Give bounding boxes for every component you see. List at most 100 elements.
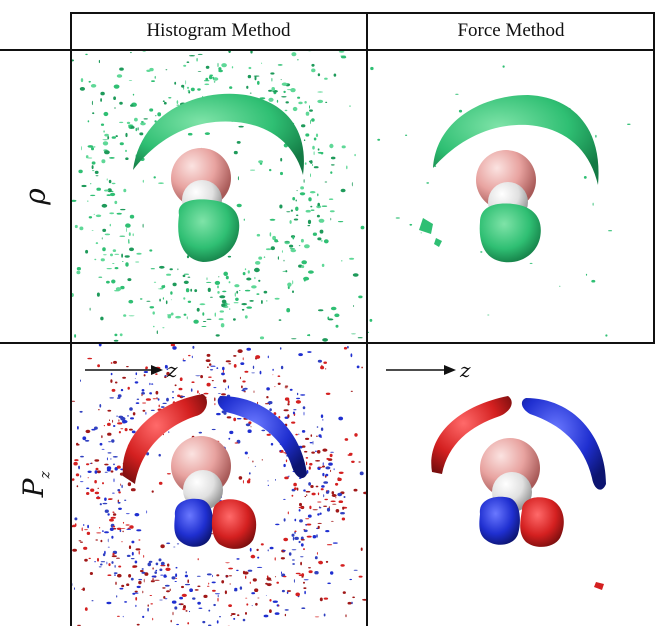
- noise-speckle: [116, 615, 120, 617]
- noise-speckle: [277, 64, 283, 66]
- panel-force-density: [368, 50, 654, 342]
- noise-speckle: [216, 620, 219, 624]
- noise-speckle: [370, 66, 374, 71]
- noise-speckle: [110, 192, 116, 197]
- noise-speckle: [290, 209, 293, 212]
- noise-speckle: [240, 362, 245, 365]
- noise-speckle: [135, 402, 140, 404]
- noise-speckle: [197, 558, 199, 561]
- noise-speckle: [114, 253, 120, 255]
- noise-speckle: [233, 150, 238, 155]
- noise-speckle: [118, 507, 122, 510]
- noise-speckle: [309, 462, 313, 466]
- noise-speckle: [246, 347, 251, 351]
- noise-speckle: [112, 525, 116, 528]
- noise-speckle: [146, 510, 148, 514]
- noise-speckle: [151, 490, 154, 493]
- noise-speckle: [308, 334, 311, 337]
- noise-speckle: [115, 287, 122, 291]
- noise-speckle: [94, 491, 100, 495]
- noise-speckle: [279, 204, 283, 209]
- noise-speckle: [152, 567, 154, 570]
- noise-speckle: [188, 610, 191, 613]
- noise-speckle: [113, 478, 115, 483]
- noise-speckle: [304, 101, 307, 104]
- noise-speckle: [330, 451, 334, 453]
- noise-speckle: [317, 148, 320, 151]
- noise-speckle: [317, 492, 320, 496]
- noise-speckle: [182, 360, 186, 362]
- grid-column-divider: [366, 12, 368, 626]
- noise-speckle: [246, 85, 249, 89]
- noise-speckle: [197, 601, 201, 605]
- noise-speckle: [164, 598, 168, 600]
- noise-speckle: [317, 522, 322, 524]
- noise-speckle: [101, 159, 106, 164]
- noise-speckle: [197, 88, 201, 91]
- noise-speckle: [338, 500, 344, 503]
- noise-speckle: [87, 524, 89, 529]
- noise-speckle: [305, 133, 310, 137]
- noise-speckle: [322, 338, 328, 342]
- noise-speckle: [307, 225, 311, 227]
- noise-speckles: [71, 344, 366, 626]
- noise-speckle: [317, 151, 324, 154]
- noise-speckle: [103, 254, 107, 256]
- noise-speckle: [426, 182, 430, 184]
- noise-speckle: [274, 557, 276, 561]
- noise-speckle: [166, 397, 169, 402]
- noise-speckle: [112, 263, 115, 264]
- noise-speckle: [216, 574, 220, 577]
- noise-speckle: [249, 92, 252, 94]
- noise-speckle: [130, 126, 135, 129]
- noise-speckle: [208, 609, 211, 612]
- noise-speckle: [74, 587, 75, 590]
- noise-speckle: [281, 96, 287, 98]
- noise-speckle: [113, 463, 115, 466]
- noise-speckle: [212, 574, 214, 578]
- noise-speckle: [315, 485, 319, 488]
- noise-speckle: [132, 566, 136, 568]
- noise-speckle: [321, 263, 325, 267]
- noise-speckle: [295, 433, 298, 436]
- noise-speckle: [324, 181, 328, 183]
- noise-speckle: [185, 80, 187, 85]
- noise-speckle: [147, 562, 152, 567]
- noise-speckle: [211, 428, 216, 431]
- noise-speckle: [153, 176, 156, 179]
- noise-speckle: [208, 376, 212, 378]
- noise-speckle: [294, 536, 299, 540]
- noise-speckle: [102, 141, 109, 146]
- noise-speckle: [285, 459, 288, 463]
- noise-speckle: [228, 363, 232, 365]
- noise-speckle: [559, 285, 561, 287]
- noise-speckle: [311, 492, 316, 496]
- noise-speckle: [207, 287, 211, 292]
- noise-speckle: [243, 391, 246, 393]
- noise-speckle: [111, 439, 115, 443]
- noise-speckle: [125, 262, 129, 267]
- noise-speckle: [227, 385, 229, 389]
- noise-speckle: [149, 382, 151, 386]
- noise-speckle: [217, 62, 219, 68]
- noise-speckle: [134, 560, 138, 564]
- noise-speckle: [118, 415, 124, 419]
- noise-speckle: [217, 597, 219, 602]
- noise-speckle: [173, 546, 176, 548]
- noise-speckle: [94, 170, 99, 174]
- noise-speckle: [123, 314, 127, 317]
- noise-speckle: [369, 318, 373, 322]
- noise-speckle: [166, 273, 172, 276]
- row-symbol-rho: ρ: [18, 187, 52, 205]
- noise-speckle: [359, 471, 364, 476]
- noise-speckle: [109, 223, 111, 227]
- noise-speckle: [298, 540, 301, 544]
- noise-speckle: [90, 183, 92, 185]
- noise-speckle: [91, 161, 96, 165]
- noise-speckle: [502, 65, 505, 68]
- noise-speckle: [71, 293, 74, 297]
- noise-speckle: [317, 193, 319, 197]
- noise-speckle: [202, 321, 207, 322]
- noise-speckle: [228, 437, 231, 440]
- noise-speckle: [88, 80, 91, 83]
